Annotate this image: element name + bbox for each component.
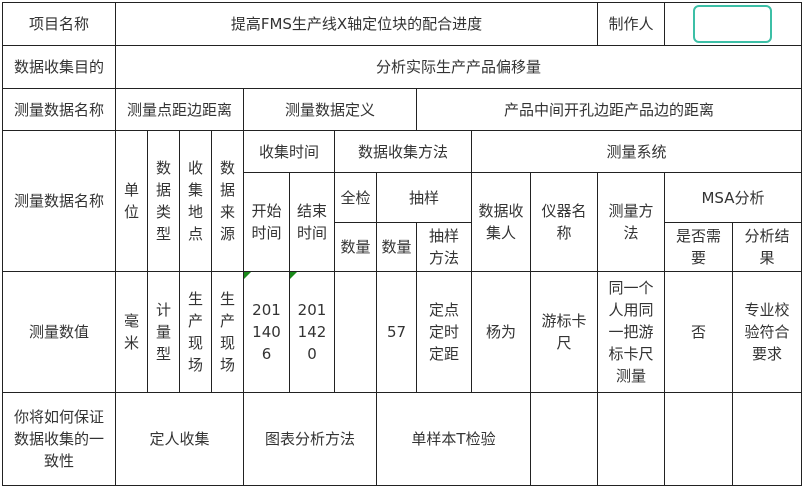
value-source[interactable]: 生产现场 <box>211 271 244 393</box>
header-location[interactable]: 收集地点 <box>179 130 212 272</box>
header-full[interactable]: 全检 <box>334 172 377 223</box>
value-msa-result[interactable]: 专业校验符合要求 <box>732 271 802 393</box>
value-end[interactable]: 2011420 <box>289 271 335 393</box>
value-data-type[interactable]: 计量型 <box>147 271 180 393</box>
value-location[interactable]: 生产现场 <box>179 271 212 393</box>
cell-selection <box>693 5 772 43</box>
header-end[interactable]: 结束时间 <box>289 172 335 272</box>
header-sample-qty[interactable]: 数量 <box>376 222 417 272</box>
header-collector[interactable]: 数据收集人 <box>471 172 531 272</box>
header-name[interactable]: 测量数据名称 <box>2 130 116 272</box>
header-instrument[interactable]: 仪器名称 <box>530 172 598 272</box>
maker-label[interactable]: 制作人 <box>597 2 665 46</box>
data-name-value[interactable]: 测量点距边距离 <box>115 88 244 131</box>
value-msa-need[interactable]: 否 <box>664 271 733 393</box>
data-definition-label[interactable]: 测量数据定义 <box>243 88 417 131</box>
data-definition-value[interactable]: 产品中间开孔边距产品边的距离 <box>416 88 802 131</box>
header-msa-result[interactable]: 分析结果 <box>732 222 802 272</box>
value-sample-qty[interactable]: 57 <box>376 271 417 393</box>
consistency-chart-method[interactable]: 图表分析方法 <box>243 392 377 486</box>
empty-cell[interactable] <box>530 392 598 486</box>
header-sample-method[interactable]: 抽样方法 <box>416 222 472 272</box>
empty-cell[interactable] <box>664 392 733 486</box>
header-data-type[interactable]: 数据类型 <box>147 130 180 272</box>
header-unit[interactable]: 单位 <box>115 130 148 272</box>
value-full-qty[interactable] <box>334 271 377 393</box>
header-full-qty[interactable]: 数量 <box>334 222 377 272</box>
consistency-collect[interactable]: 定人收集 <box>115 392 244 486</box>
empty-cell[interactable] <box>597 392 665 486</box>
header-method[interactable]: 数据收集方法 <box>334 130 472 173</box>
value-instrument[interactable]: 游标卡尺 <box>530 271 598 393</box>
consistency-label[interactable]: 你将如何保证数据收集的一致性 <box>2 392 116 486</box>
value-name[interactable]: 测量数值 <box>2 271 116 393</box>
header-start[interactable]: 开始时间 <box>243 172 290 272</box>
project-name-label[interactable]: 项目名称 <box>2 2 116 46</box>
header-sample[interactable]: 抽样 <box>376 172 472 223</box>
value-unit[interactable]: 毫米 <box>115 271 148 393</box>
header-source[interactable]: 数据来源 <box>211 130 244 272</box>
comment-marker-icon <box>290 272 297 279</box>
value-sample-method[interactable]: 定点定时定距 <box>416 271 472 393</box>
project-name-value[interactable]: 提高FMS生产线X轴定位块的配合进度 <box>115 2 598 46</box>
value-collector[interactable]: 杨为 <box>471 271 531 393</box>
data-name-label[interactable]: 测量数据名称 <box>2 88 116 131</box>
header-msa[interactable]: MSA分析 <box>664 172 802 223</box>
value-measure-method[interactable]: 同一个人用同一把游标卡尺测量 <box>597 271 665 393</box>
value-start[interactable]: 2011406 <box>243 271 290 393</box>
purpose-value[interactable]: 分析实际生产产品偏移量 <box>115 45 802 89</box>
purpose-label[interactable]: 数据收集目的 <box>2 45 116 89</box>
comment-marker-icon <box>244 272 251 279</box>
empty-cell[interactable] <box>732 392 802 486</box>
header-msa-need[interactable]: 是否需要 <box>664 222 733 272</box>
consistency-test[interactable]: 单样本T检验 <box>376 392 531 486</box>
header-system[interactable]: 测量系统 <box>471 130 802 173</box>
header-time[interactable]: 收集时间 <box>243 130 335 173</box>
header-measure-method[interactable]: 测量方法 <box>597 172 665 272</box>
